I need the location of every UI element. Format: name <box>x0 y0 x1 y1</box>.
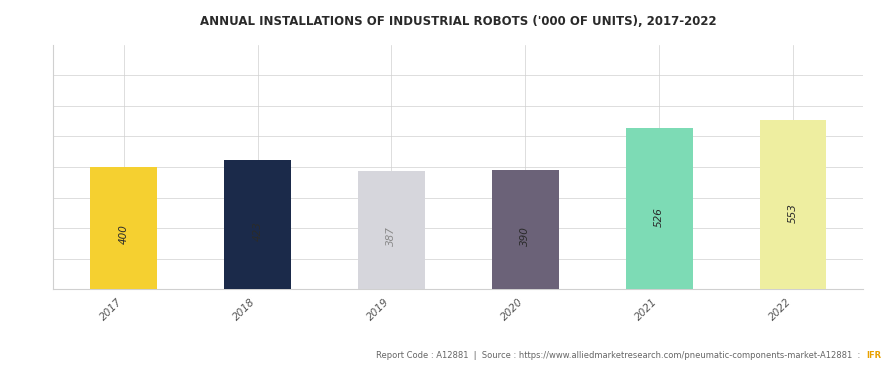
Text: 387: 387 <box>386 226 396 246</box>
Bar <box>358 171 425 289</box>
Bar <box>626 128 692 289</box>
Bar <box>90 167 158 289</box>
Bar <box>759 120 827 289</box>
Text: 400: 400 <box>118 224 129 244</box>
Text: 423: 423 <box>253 221 263 241</box>
Text: 390: 390 <box>521 226 530 246</box>
Title: ANNUAL INSTALLATIONS OF INDUSTRIAL ROBOTS ('000 OF UNITS), 2017-2022: ANNUAL INSTALLATIONS OF INDUSTRIAL ROBOT… <box>200 15 716 28</box>
Bar <box>492 170 559 289</box>
Text: 526: 526 <box>654 207 664 227</box>
Text: IFR: IFR <box>866 351 881 360</box>
Text: 553: 553 <box>788 203 798 223</box>
Text: Report Code : A12881  |  Source : https://www.alliedmarketresearch.com/pneumatic: Report Code : A12881 | Source : https://… <box>376 351 863 360</box>
Bar <box>224 160 291 289</box>
